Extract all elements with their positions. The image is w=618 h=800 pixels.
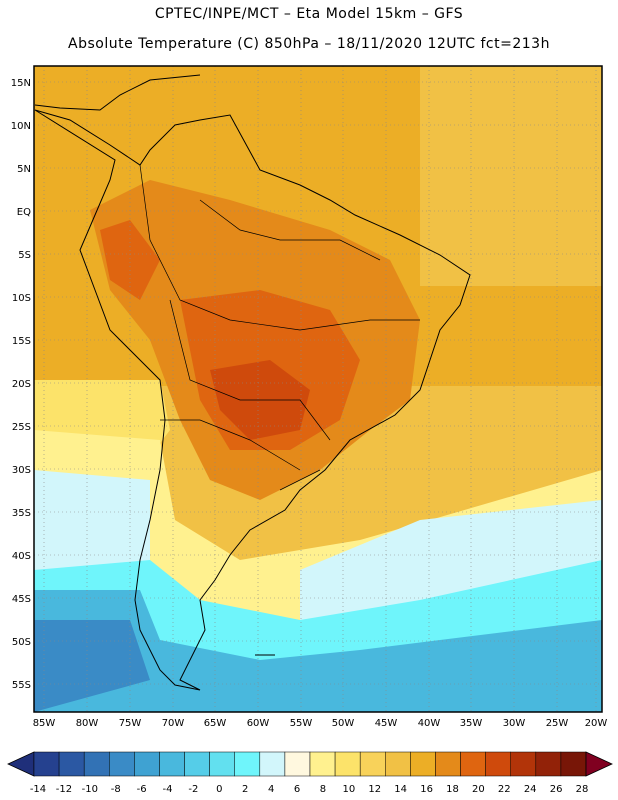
colorbar-swatch xyxy=(535,751,562,777)
colorbar-label: 12 xyxy=(368,784,381,795)
lon-label: 25W xyxy=(546,718,569,729)
lon-label: 55W xyxy=(290,718,313,729)
lat-label: 40S xyxy=(12,551,31,562)
colorbar-swatch xyxy=(385,751,411,777)
central-america-outline xyxy=(34,74,201,111)
colorbar-label: 26 xyxy=(550,784,563,795)
lat-label: 45S xyxy=(12,594,31,605)
lat-label: 25S xyxy=(12,422,31,433)
colorbar-swatch xyxy=(109,751,135,777)
colorbar-label: -4 xyxy=(163,784,173,795)
colorbar-label: 20 xyxy=(472,784,485,795)
map-title-line1: CPTEC/INPE/MCT – Eta Model 15km – GFS xyxy=(154,6,464,22)
lon-label: 20W xyxy=(585,718,608,729)
lon-label: 70W xyxy=(162,718,185,729)
lon-label: 80W xyxy=(76,718,99,729)
colorbar-label: 24 xyxy=(524,784,537,795)
colorbar: -14 -12 -10 -8 -6 -4 -2 0 2 4 6 8 10 12 14 16 18 20 22 24 26… xyxy=(7,751,613,795)
lon-label: 30W xyxy=(503,718,526,729)
colorbar-label: -8 xyxy=(111,784,121,795)
colorbar-swatch xyxy=(334,751,361,777)
border-e xyxy=(279,469,321,491)
lon-label: 65W xyxy=(204,718,227,729)
colorbar-label: 16 xyxy=(420,784,433,795)
lon-label: 85W xyxy=(33,718,56,729)
lat-label: 15S xyxy=(12,336,31,347)
lon-label: 60W xyxy=(247,718,270,729)
colorbar-label: 28 xyxy=(576,784,589,795)
colorbar-label: 22 xyxy=(498,784,511,795)
lat-label: 10S xyxy=(12,293,31,304)
colorbar-label: -6 xyxy=(137,784,147,795)
colorbar-swatch xyxy=(435,751,461,777)
colorbar-label: 4 xyxy=(268,784,274,795)
colorbar-swatch xyxy=(134,751,160,777)
field-andes-north xyxy=(100,220,160,300)
colorbar-swatch xyxy=(309,751,336,777)
colorbar-swatch xyxy=(83,751,110,777)
lon-label: 50W xyxy=(332,718,355,729)
field-deep-blue xyxy=(34,620,150,712)
border-c xyxy=(160,419,301,471)
colorbar-low-arrow xyxy=(7,751,35,777)
colorbar-label: 8 xyxy=(320,784,326,795)
colorbar-swatch xyxy=(33,751,60,777)
colorbar-label: 0 xyxy=(216,784,222,795)
lat-label: EQ xyxy=(17,207,31,218)
border-a xyxy=(139,164,420,331)
colorbar-swatch xyxy=(460,751,486,777)
colorbar-swatch xyxy=(410,751,436,777)
lat-label: 10N xyxy=(11,121,31,132)
lon-label: 75W xyxy=(119,718,142,729)
lat-label: 35S xyxy=(12,508,31,519)
longitude-labels: 85W 80W 75W 70W 65W 60W 55W 50W 45W 40W … xyxy=(33,718,608,729)
colorbar-swatch xyxy=(159,751,185,777)
border-b xyxy=(169,299,331,441)
colorbar-swatch xyxy=(234,751,261,777)
lat-label: 30S xyxy=(12,465,31,476)
lat-label: 20S xyxy=(12,379,31,390)
lat-label: 55S xyxy=(12,680,31,691)
colorbar-label: 10 xyxy=(342,784,355,795)
map-frame xyxy=(33,65,603,713)
lat-label: 5S xyxy=(18,250,31,261)
coastline xyxy=(34,74,471,691)
colorbar-label: -14 xyxy=(30,784,46,795)
colorbar-swatch xyxy=(359,751,386,777)
colorbar-swatch xyxy=(209,751,235,777)
temperature-field xyxy=(34,66,602,712)
colorbar-swatch xyxy=(184,751,210,777)
colorbar-label: 14 xyxy=(394,784,407,795)
colorbar-label: 6 xyxy=(294,784,300,795)
map-title-line2: Absolute Temperature (C) 850hPa – 18/11/… xyxy=(68,36,550,52)
field-atlantic-north xyxy=(420,66,602,286)
colorbar-label: -10 xyxy=(82,784,98,795)
colorbar-swatch xyxy=(510,751,537,777)
border-d xyxy=(199,199,381,261)
colorbar-label: -2 xyxy=(188,784,198,795)
colorbar-swatch xyxy=(259,751,286,777)
lon-label: 45W xyxy=(375,718,398,729)
colorbar-swatch xyxy=(485,751,511,777)
colorbar-swatch xyxy=(58,751,85,777)
lat-label: 5N xyxy=(17,164,31,175)
colorbar-swatch xyxy=(284,751,311,777)
field-pacific-cool xyxy=(34,470,150,580)
country-borders xyxy=(139,164,420,491)
lat-label: 50S xyxy=(12,637,31,648)
latitude-labels: 15N 10N 5N EQ 5S 10S 15S 20S 25S 30S 35S… xyxy=(11,78,31,691)
field-blue xyxy=(34,590,602,712)
lon-label: 40W xyxy=(418,718,441,729)
lon-label: 35W xyxy=(460,718,483,729)
colorbar-high-arrow xyxy=(585,751,613,777)
graticule xyxy=(34,66,602,712)
colorbar-swatch xyxy=(560,751,587,777)
colorbar-label: -12 xyxy=(56,784,72,795)
colorbar-label: 2 xyxy=(242,784,248,795)
south-america-outline xyxy=(34,109,471,691)
colorbar-label: 18 xyxy=(446,784,459,795)
lat-label: 15N xyxy=(11,78,31,89)
